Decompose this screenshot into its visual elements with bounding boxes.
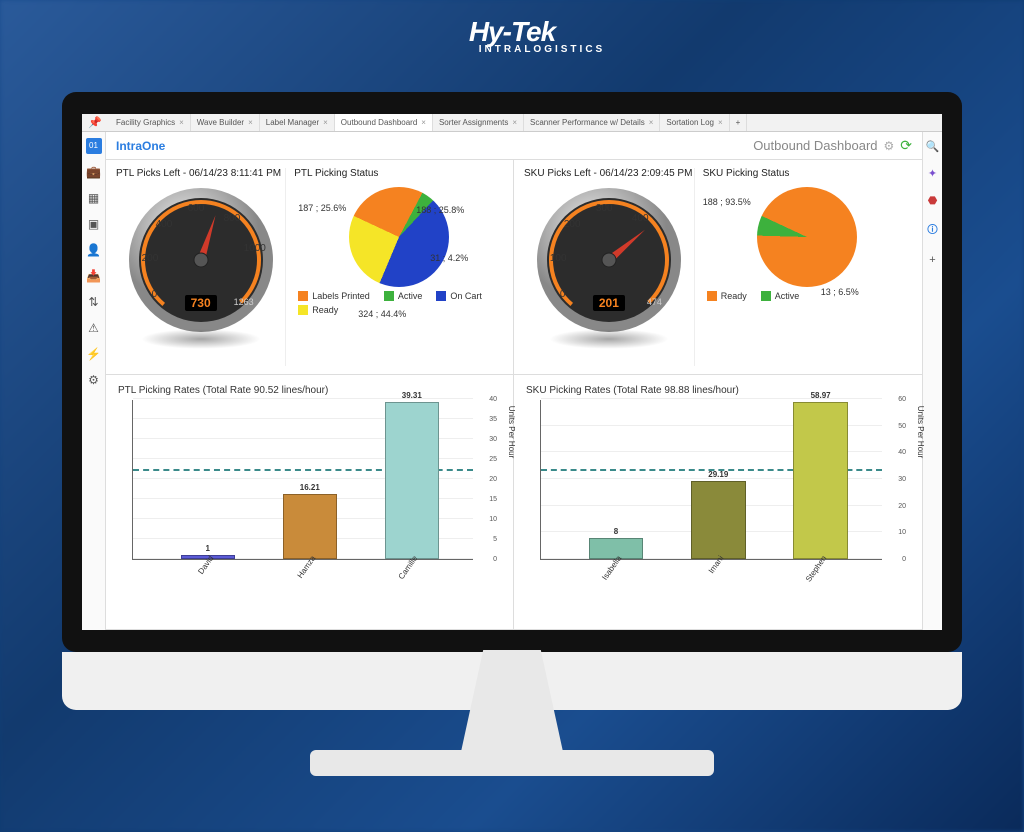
monitor-base — [310, 750, 714, 776]
apps-icon[interactable]: ▣ — [86, 216, 102, 232]
ptl-bars-title: PTL Picking Rates (Total Rate 90.52 line… — [118, 385, 503, 396]
y-axis-label: Units Per Hour — [916, 405, 925, 457]
page-header: IntraOne Outbound Dashboard ⚙ ⟳ — [106, 132, 922, 160]
pie-callout: 188 ; 25.8% — [416, 205, 464, 215]
tab-sorter-assignments[interactable]: Sorter Assignments× — [433, 114, 524, 131]
sku-pie-title: SKU Picking Status — [703, 168, 912, 179]
inbox-icon[interactable]: 📥 — [86, 268, 102, 284]
tab-facility-graphics[interactable]: Facility Graphics× — [110, 114, 191, 131]
close-icon[interactable]: × — [179, 118, 184, 127]
sku-bars-cell: SKU Picking Rates (Total Rate 98.88 line… — [514, 375, 922, 630]
close-icon[interactable]: × — [421, 118, 426, 127]
brand-logo: Hy-Tek INTRALOGISTICS — [0, 16, 1024, 55]
bar: 16.21 — [283, 494, 337, 559]
pie-callout: 31 ; 4.2% — [430, 253, 468, 263]
ptl-pie-title: PTL Picking Status — [294, 168, 503, 179]
sku-pie-legend: Ready Active — [703, 291, 912, 301]
refresh-icon[interactable]: ⟳ — [900, 137, 912, 154]
legend-item: Active — [384, 291, 423, 301]
dashboard-grid: PTL Picks Left - 06/14/23 8:11:41 PM 730… — [106, 160, 922, 630]
pie-callout: 324 ; 44.4% — [358, 309, 406, 319]
grid-icon[interactable]: ▦ — [86, 190, 102, 206]
tab-sortation-log[interactable]: Sortation Log× — [660, 114, 729, 131]
close-icon[interactable]: × — [323, 118, 328, 127]
ptl-top-cell: PTL Picks Left - 06/14/23 8:11:41 PM 730… — [106, 160, 514, 375]
close-icon[interactable]: × — [718, 118, 723, 127]
monitor-frame: 📌 Facility Graphics×Wave Builder×Label M… — [62, 92, 962, 652]
sku-bars-chart: 0102030405060Units Per Hour8Isabella29.1… — [540, 400, 882, 560]
brand-logo-sub: INTRALOGISTICS — [60, 44, 1024, 55]
tab-outbound-dashboard[interactable]: Outbound Dashboard× — [335, 114, 433, 131]
bolt-icon[interactable]: ⚡ — [86, 346, 102, 362]
pie-callout: 188 ; 93.5% — [703, 197, 751, 207]
close-icon[interactable]: × — [248, 118, 253, 127]
ptl-gauge-title: PTL Picks Left - 06/14/23 8:11:41 PM — [116, 168, 285, 179]
brand-logo-main: Hy-Tek — [469, 16, 555, 47]
warning-icon[interactable]: ⚠ — [86, 320, 102, 336]
new-tab-button[interactable]: + — [730, 114, 748, 131]
legend-item: Ready — [707, 291, 747, 301]
sku-top-cell: SKU Picks Left - 06/14/23 2:09:45 PM 201… — [514, 160, 922, 375]
rail-badge[interactable]: 01 — [86, 138, 102, 154]
legend-item: On Cart — [436, 291, 482, 301]
ptl-gauge: 730126302004006008001000 — [126, 185, 276, 335]
sku-gauge: 2014740100200300400 — [534, 185, 684, 335]
tab-wave-builder[interactable]: Wave Builder× — [191, 114, 260, 131]
ptl-pie: 188 ; 25.8%31 ; 4.2%324 ; 44.4%187 ; 25.… — [294, 187, 503, 287]
pin-icon[interactable]: 📌 — [88, 116, 102, 129]
record-icon[interactable]: ⬣ — [928, 194, 938, 207]
split-icon[interactable]: ✦ — [928, 167, 937, 180]
bar: 39.31 — [385, 402, 439, 559]
app-screen: 📌 Facility Graphics×Wave Builder×Label M… — [82, 114, 942, 630]
pie-callout: 13 ; 6.5% — [821, 287, 859, 297]
right-rail: 🔍 ✦ ⬣ 🛈 + — [922, 132, 942, 630]
tab-bar: Facility Graphics×Wave Builder×Label Man… — [82, 114, 942, 132]
sku-gauge-title: SKU Picks Left - 06/14/23 2:09:45 PM — [524, 168, 694, 179]
close-icon[interactable]: × — [649, 118, 654, 127]
user-icon[interactable]: 👤 — [86, 242, 102, 258]
settings-icon[interactable]: ⚙ — [884, 139, 895, 153]
sort-icon[interactable]: ⇅ — [86, 294, 102, 310]
bar: 58.97 — [793, 402, 848, 559]
ptl-bars-chart: 0510152025303540Units Per Hour1David16.2… — [132, 400, 473, 560]
gauge-max: 1263 — [234, 297, 254, 307]
gear-icon[interactable]: ⚙ — [86, 372, 102, 388]
legend-item: Ready — [298, 305, 338, 315]
pie-callout: 187 ; 25.6% — [298, 203, 346, 213]
app-brand: IntraOne — [116, 139, 165, 153]
briefcase-icon[interactable]: 💼 — [86, 164, 102, 180]
gauge-value: 201 — [593, 295, 625, 311]
legend-item: Active — [761, 291, 800, 301]
gauge-max: 474 — [647, 297, 662, 307]
tab-scanner-performance-w-details[interactable]: Scanner Performance w/ Details× — [524, 114, 660, 131]
tab-label-manager[interactable]: Label Manager× — [260, 114, 335, 131]
sku-pie: 188 ; 93.5%13 ; 6.5% — [703, 187, 912, 287]
search-icon[interactable]: 🔍 — [926, 140, 940, 153]
bar: 29.19 — [691, 481, 746, 559]
plus-icon[interactable]: + — [929, 254, 935, 266]
ptl-bars-cell: PTL Picking Rates (Total Rate 90.52 line… — [106, 375, 514, 630]
sku-bars-title: SKU Picking Rates (Total Rate 98.88 line… — [526, 385, 912, 396]
info-icon[interactable]: 🛈 — [927, 221, 938, 240]
page-title: Outbound Dashboard — [753, 138, 877, 153]
legend-item: Labels Printed — [298, 291, 370, 301]
left-rail: 01 💼 ▦ ▣ 👤 📥 ⇅ ⚠ ⚡ ⚙ — [82, 132, 106, 630]
gauge-value: 730 — [185, 295, 217, 311]
close-icon[interactable]: × — [512, 118, 517, 127]
